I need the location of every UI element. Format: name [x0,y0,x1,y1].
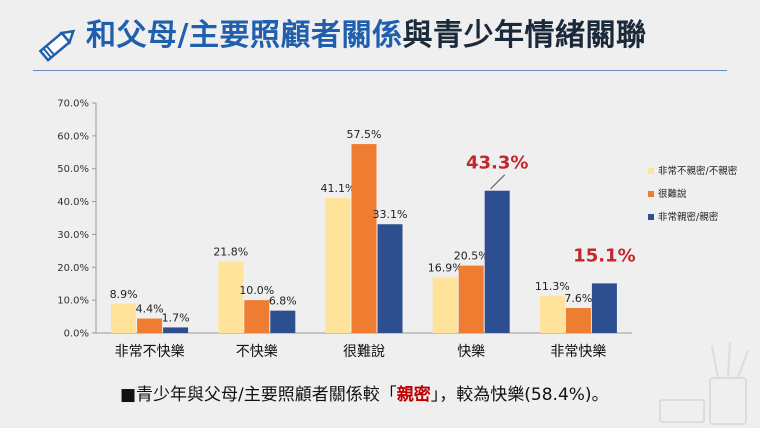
data-label: 43.3% [466,153,528,174]
bar [377,224,403,333]
data-label: 4.4% [136,303,164,316]
data-label: 15.1% [573,245,635,266]
legend-label: 很難說 [658,188,687,200]
slide-header: 和父母/主要照顧者關係與青少年情緒關聯 [0,0,760,78]
legend-label: 非常不親密/不親密 [658,165,738,177]
bar [565,308,591,333]
bar [432,277,458,333]
bar [218,261,244,333]
y-tick-label: 60.0% [57,131,89,142]
category-label: 很難說 [343,343,385,360]
title-rest: 與青少年情緒關聯 [402,18,647,53]
bar [351,144,377,333]
category-label: 非常快樂 [550,343,606,360]
title-main: 和父母/主要照顧者關係 [86,18,403,53]
category-label: 快樂 [457,343,485,360]
bar [591,283,617,333]
pencil-cup-icon [659,341,749,425]
legend-swatch [648,191,654,197]
legend-swatch [648,214,654,220]
data-label: 6.8% [269,295,297,308]
y-tick-label: 70.0% [57,99,89,110]
data-label: 7.6% [564,292,592,305]
data-label: 41.1% [321,182,356,195]
data-label: 21.8% [213,245,248,258]
pencil-icon [38,29,76,62]
y-tick-label: 0.0% [64,329,89,340]
caption: ■青少年與父母/主要照顧者關係較「親密」，較為快樂(58.4%)。 [120,382,609,408]
title-divider [33,70,727,71]
data-label: 1.7% [162,311,190,324]
data-label: 8.9% [110,288,138,301]
page-title: 和父母/主要照顧者關係與青少年情緒關聯 [86,12,646,60]
bar [111,303,137,333]
y-tick-label: 20.0% [57,263,89,274]
caption-text-after: 」，較為快樂(58.4%)。 [430,385,609,405]
y-tick-label: 10.0% [57,296,89,307]
category-label: 非常不快樂 [115,343,185,360]
data-label: 33.1% [373,208,408,221]
y-tick-label: 40.0% [57,197,89,208]
data-label: 20.5% [454,250,489,263]
legend-label: 非常親密/親密 [658,211,719,223]
caption-text-before: ■青少年與父母/主要照顧者關係較「 [120,385,397,405]
leader-line [490,174,506,190]
bar [270,310,296,333]
caption-highlight: 親密 [396,385,431,405]
data-label: 10.0% [239,284,274,297]
bar [484,190,510,333]
bar [325,197,351,333]
bar [137,318,163,333]
data-label: 57.5% [347,128,382,141]
data-label: 11.3% [535,280,570,293]
bar [244,300,270,333]
y-tick-label: 50.0% [57,164,89,175]
data-label: 16.9% [428,261,463,274]
bar [458,265,484,333]
category-label: 不快樂 [236,343,278,360]
bar [163,327,189,333]
bar [539,295,565,333]
legend-swatch [648,168,654,174]
y-tick-label: 30.0% [57,230,89,241]
